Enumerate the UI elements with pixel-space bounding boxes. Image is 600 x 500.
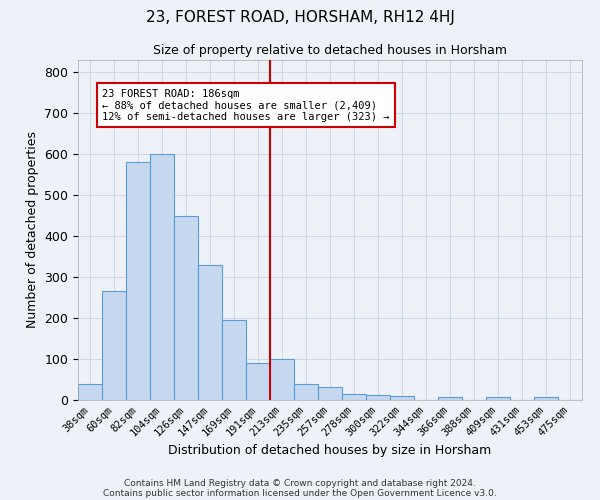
Bar	[486, 396, 510, 400]
Bar	[246, 363, 270, 400]
Bar	[318, 387, 342, 400]
Bar	[438, 396, 462, 400]
Bar	[126, 162, 150, 400]
Bar	[150, 154, 174, 400]
Bar	[294, 384, 318, 400]
Bar	[390, 396, 414, 400]
Text: Contains public sector information licensed under the Open Government Licence v3: Contains public sector information licen…	[103, 488, 497, 498]
X-axis label: Distribution of detached houses by size in Horsham: Distribution of detached houses by size …	[169, 444, 491, 457]
Bar	[366, 395, 390, 400]
Bar	[222, 320, 246, 400]
Bar	[198, 265, 222, 400]
Y-axis label: Number of detached properties: Number of detached properties	[26, 132, 39, 328]
Text: 23, FOREST ROAD, HORSHAM, RH12 4HJ: 23, FOREST ROAD, HORSHAM, RH12 4HJ	[146, 10, 454, 25]
Bar	[174, 216, 198, 400]
Text: 23 FOREST ROAD: 186sqm
← 88% of detached houses are smaller (2,409)
12% of semi-: 23 FOREST ROAD: 186sqm ← 88% of detached…	[102, 88, 389, 122]
Title: Size of property relative to detached houses in Horsham: Size of property relative to detached ho…	[153, 44, 507, 58]
Bar	[78, 384, 102, 400]
Bar	[342, 394, 366, 400]
Text: Contains HM Land Registry data © Crown copyright and database right 2024.: Contains HM Land Registry data © Crown c…	[124, 478, 476, 488]
Bar	[534, 396, 558, 400]
Bar	[102, 292, 126, 400]
Bar	[270, 359, 294, 400]
